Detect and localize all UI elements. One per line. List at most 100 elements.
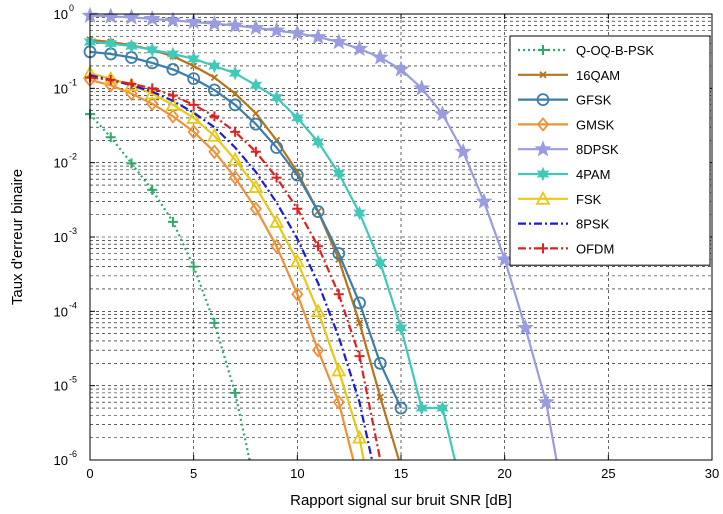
data-point [226, 16, 244, 33]
data-point [333, 289, 344, 300]
data-point [205, 14, 223, 31]
y-tick-exponent: -6 [69, 449, 77, 459]
data-point [230, 387, 241, 398]
data-point [187, 72, 201, 86]
legend-marker [536, 116, 550, 132]
data-point [185, 13, 203, 30]
data-point [371, 48, 389, 65]
data-point [436, 400, 449, 416]
data-point [249, 201, 263, 217]
data-point [331, 362, 347, 377]
data-point [353, 296, 366, 310]
data-point [270, 90, 283, 105]
legend-label: 4PAM [576, 167, 610, 182]
data-point [248, 179, 264, 193]
series-ofdm [85, 72, 382, 461]
data-point [250, 146, 261, 157]
legend-label: 8PSK [576, 217, 610, 232]
legend-label: 8DPSK [576, 142, 619, 157]
data-point [126, 158, 137, 169]
y-tick-exponent: -4 [69, 300, 77, 310]
series-4pam [83, 34, 456, 461]
data-point [123, 8, 140, 25]
data-point [270, 141, 284, 154]
data-point [332, 247, 346, 260]
legend-marker [539, 71, 547, 79]
y-tick-label: 10 [54, 230, 68, 245]
x-tick-label: 25 [601, 466, 615, 481]
data-point [330, 33, 348, 50]
legend-item: FSK [518, 190, 602, 207]
y-tick-label: 10 [54, 304, 68, 319]
data-point [208, 58, 221, 74]
legend-marker [538, 243, 548, 254]
data-point [143, 9, 161, 27]
y-tick-exponent: 0 [69, 3, 74, 13]
series-8dpsk [81, 6, 558, 461]
y-tick-label: 10 [54, 453, 68, 468]
data-point [228, 170, 242, 185]
data-point [354, 351, 365, 362]
x-tick-label: 30 [705, 466, 719, 481]
x-tick-label: 5 [190, 466, 197, 481]
data-point [126, 78, 137, 89]
data-point [125, 38, 138, 54]
data-point [228, 65, 242, 81]
data-point [125, 86, 138, 101]
data-point [209, 111, 220, 122]
y-tick-exponent: -1 [69, 77, 77, 87]
data-point [289, 253, 305, 268]
x-tick-label: 10 [290, 466, 304, 481]
x-tick-label: 15 [394, 466, 408, 481]
data-point [206, 127, 222, 142]
series-8psk [89, 74, 374, 461]
legend-marker [536, 166, 550, 182]
data-point [166, 62, 180, 76]
data-point [291, 110, 304, 126]
data-point [209, 317, 220, 328]
data-point [147, 83, 158, 94]
data-point [247, 19, 265, 36]
series-line [89, 50, 402, 409]
data-point [413, 79, 431, 96]
data-point [252, 109, 260, 118]
data-point [207, 83, 221, 97]
data-point [313, 241, 324, 252]
legend-label: GFSK [576, 93, 612, 108]
data-point [268, 21, 286, 38]
legend-label: FSK [576, 192, 602, 207]
x-tick-label: 20 [497, 466, 511, 481]
legend-marker [535, 190, 551, 205]
data-point [231, 89, 239, 98]
legend-marker [536, 93, 550, 106]
data-point [167, 216, 178, 227]
legend-marker [538, 45, 548, 55]
data-point [166, 108, 180, 124]
data-point [249, 117, 263, 131]
legend-label: OFDM [576, 241, 614, 256]
series-line [89, 76, 382, 461]
data-point [104, 36, 118, 51]
y-tick-exponent: -2 [69, 152, 77, 162]
x-tick-label: 0 [86, 466, 93, 481]
data-point [147, 184, 158, 195]
y-tick-label: 10 [54, 156, 68, 171]
data-point [351, 39, 368, 57]
y-axis-label: Taux d'erreur binaire [9, 169, 26, 305]
y-tick-exponent: -3 [69, 226, 77, 236]
legend: Q-OQ-B-PSK 16QAM GFSK GMSK 8DPSK 4PAM FSK 8PSK O… [509, 35, 711, 266]
legend-label: GMSK [576, 117, 615, 132]
data-point [271, 172, 282, 183]
data-point [208, 144, 221, 160]
data-point [166, 46, 180, 62]
data-point [187, 51, 200, 66]
data-point [394, 401, 408, 415]
data-point [373, 255, 387, 271]
data-point [311, 205, 325, 218]
data-point [167, 90, 178, 101]
data-point [311, 134, 325, 150]
legend-item: GFSK [518, 93, 612, 108]
data-point [332, 166, 346, 181]
data-point [164, 11, 182, 28]
